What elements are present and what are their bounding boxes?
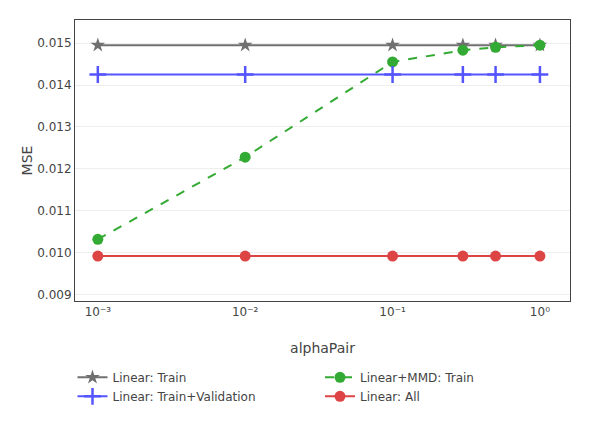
svg-text:10⁰: 10⁰ [530, 305, 550, 319]
svg-text:0.011: 0.011 [37, 204, 71, 218]
svg-text:MSE: MSE [19, 146, 35, 176]
svg-text:10⁻³: 10⁻³ [85, 305, 112, 319]
svg-text:Linear: All: Linear: All [360, 390, 420, 404]
svg-text:0.009: 0.009 [37, 288, 71, 302]
svg-text:10⁻¹: 10⁻¹ [379, 305, 406, 319]
svg-text:0.010: 0.010 [37, 246, 71, 260]
svg-text:0.012: 0.012 [37, 162, 71, 176]
svg-text:0.013: 0.013 [37, 120, 71, 134]
svg-text:10⁻²: 10⁻² [232, 305, 259, 319]
svg-text:0.014: 0.014 [37, 78, 71, 92]
svg-text:0.015: 0.015 [37, 36, 71, 50]
svg-text:alphaPair: alphaPair [290, 340, 355, 356]
svg-text:Linear: Train: Linear: Train [113, 371, 187, 385]
svg-text:Linear+MMD: Train: Linear+MMD: Train [360, 371, 474, 385]
svg-text:Linear: Train+Validation: Linear: Train+Validation [113, 390, 256, 404]
